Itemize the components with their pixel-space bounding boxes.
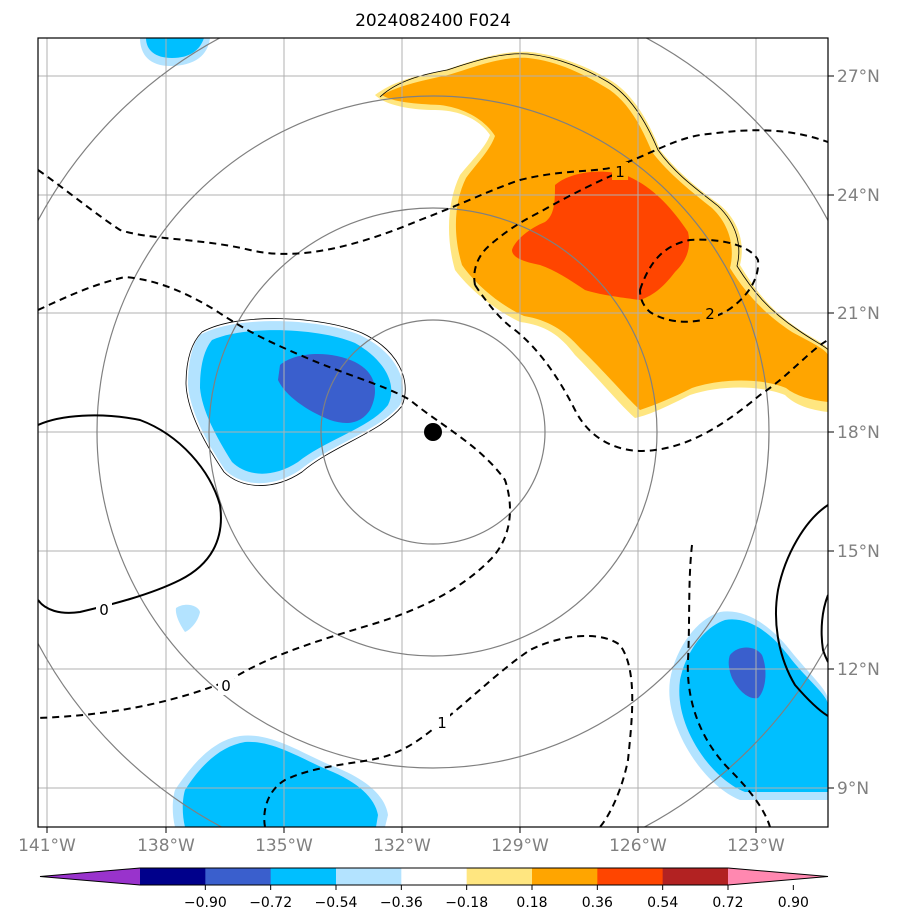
colorbar-swatch [597,868,664,885]
solid-contour-zero [38,414,222,614]
contour-label-0-dashed: 0 [221,677,231,695]
lon-label-129w: 129°W [491,836,549,856]
dashed-contour-g [263,724,439,827]
graticule [38,38,828,827]
lat-label-27n: 27°N [837,67,880,87]
range-rings [38,38,828,827]
solid-contour-right [775,504,828,717]
colorbar-tick-label: −0.18 [445,895,488,911]
colorbar-swatch [532,868,598,885]
positive-outline [379,53,828,351]
colorbar-tick-label: 0.18 [516,895,547,911]
colorbar-tick-label: −0.54 [315,895,358,911]
lon-label-138w: 138°W [137,836,195,856]
latitude-labels: 27°N 24°N 21°N 18°N 15°N 12°N 9°N [828,67,880,799]
blob-central-strong [278,354,375,423]
dashed-contour-b [38,275,511,719]
solid-contours [38,414,828,717]
lon-label-126w: 126°W [609,836,667,856]
colorbar-tick-label: −0.36 [380,895,423,911]
colorbar-tick-label: −0.72 [249,895,292,911]
lat-label-12n: 12°N [837,660,880,680]
lat-label-21n: 21°N [837,304,880,324]
map-title: 2024082400 F024 [355,11,511,31]
colorbar-swatch [401,868,468,885]
blob-bottom-mid [182,741,378,827]
lon-label-132w: 132°W [373,836,431,856]
colorbar-tick-label: 0.36 [582,895,613,911]
blob-small-left [175,604,200,632]
colorbar-swatch [466,868,533,885]
map-panel: 1 2 0 0 1 [38,38,828,827]
range-ring-1 [320,319,546,545]
colorbar-swatch [662,868,729,885]
colorbar-outline [39,867,829,886]
negative-outline [185,318,406,486]
range-ring-3 [96,95,770,769]
contour-labels: 1 2 0 0 1 [96,162,718,732]
dashed-contour-f [686,544,771,827]
lon-label-123w: 123°W [727,836,785,856]
lon-label-141w: 141°W [18,836,76,856]
dashed-contour-d [638,238,760,323]
storm-center-marker [424,423,442,441]
range-ring-2 [208,207,658,657]
colorbar-extend-high [728,868,828,885]
colorbar-tick-label: −0.90 [184,895,227,911]
colorbar-tick-label: 0.72 [712,895,743,911]
colorbar-swatch [205,868,272,885]
colorbar-swatch [140,868,206,885]
longitude-labels: 141°W 138°W 135°W 132°W 129°W 126°W 123°… [18,827,785,856]
lon-label-135w: 135°W [255,836,313,856]
colorbar: −0.90 −0.72 −0.54 −0.36 −0.18 0.18 0.36 0.54 0.7… [39,867,829,911]
lat-label-9n: 9°N [837,779,869,799]
lat-label-18n: 18°N [837,423,880,443]
blob-bottomright-mid [679,619,828,792]
contour-label-1-upper: 1 [615,163,625,181]
colorbar-swatch [336,868,402,885]
lat-label-15n: 15°N [837,542,880,562]
solid-contour-right-inner [820,594,828,663]
negative-anomaly-shading [140,38,828,827]
dashed-contour-h [473,169,626,286]
contour-label-1-lower: 1 [437,714,447,732]
blob-topleft-mid [146,38,204,58]
colorbar-swatch [270,868,337,885]
dashed-contour-c [474,284,828,452]
lat-label-24n: 24°N [837,186,880,206]
colorbar-extend-low [40,868,140,885]
contour-label-2: 2 [705,305,715,323]
colorbar-tick-label: 0.90 [778,895,809,911]
dashed-contour-a [38,129,828,255]
colorbar-tick-label: 0.54 [647,895,678,911]
contour-label-0-solid: 0 [99,601,109,619]
dashed-contours [38,129,828,827]
